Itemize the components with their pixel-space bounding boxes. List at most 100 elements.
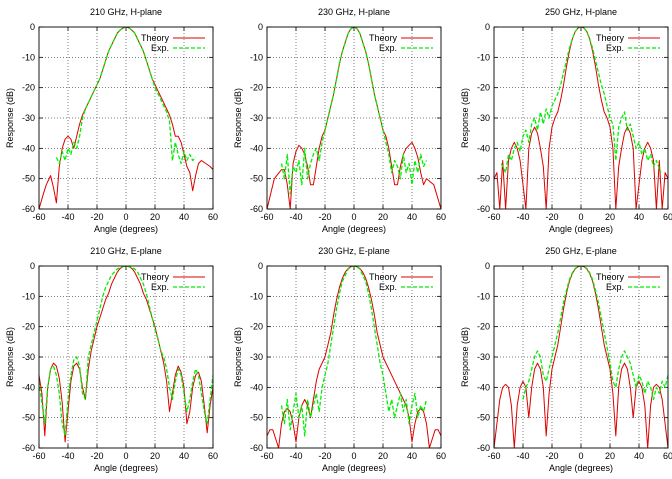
x-tick-label: -40 (289, 212, 302, 222)
legend-label-exp: Exp. (379, 282, 397, 292)
x-axis-label: Angle (degrees) (322, 463, 386, 473)
x-tick-label: -60 (32, 212, 45, 222)
y-tick-label: -20 (477, 83, 490, 93)
series-line-exp (55, 27, 197, 165)
y-tick-label: -50 (477, 174, 490, 184)
y-tick-label: 0 (485, 261, 490, 271)
plot-frame (38, 265, 214, 449)
y-tick-label: -30 (250, 113, 263, 123)
x-tick-label: 0 (123, 212, 128, 222)
x-tick-label: 0 (123, 451, 128, 461)
y-axis-label: Response (dB) (233, 88, 243, 148)
x-tick-label: -60 (487, 451, 500, 461)
x-tick-label: -40 (61, 451, 74, 461)
y-tick-label: -60 (22, 204, 35, 214)
series-line-theory (267, 27, 441, 209)
x-tick-label: 0 (578, 212, 583, 222)
x-tick-label: 60 (663, 212, 672, 222)
y-tick-label: 0 (258, 261, 263, 271)
x-tick-label: -20 (545, 451, 558, 461)
y-tick-label: -30 (22, 352, 35, 362)
plot-frame (266, 265, 442, 449)
plot-frame (266, 26, 442, 210)
y-tick-label: -50 (477, 413, 490, 423)
x-tick-label: 40 (407, 451, 417, 461)
x-tick-label: 40 (179, 212, 189, 222)
plot-frame (493, 265, 669, 449)
x-tick-label: -40 (516, 451, 529, 461)
y-tick-label: -40 (22, 382, 35, 392)
legend-label-theory: Theory (369, 33, 398, 43)
chart-title: 250 GHz, H-plane (545, 7, 617, 17)
chart-title: 210 GHz, H-plane (90, 7, 162, 17)
series-line-theory (39, 266, 213, 443)
legend-label-theory: Theory (141, 33, 170, 43)
x-tick-label: 40 (634, 212, 644, 222)
x-tick-label: 0 (351, 212, 356, 222)
y-tick-label: -60 (477, 443, 490, 453)
x-tick-label: 60 (208, 451, 218, 461)
y-tick-label: 0 (30, 261, 35, 271)
y-axis-label: Response (dB) (460, 88, 470, 148)
chart-title: 210 GHz, E-plane (90, 246, 162, 256)
x-tick-label: -60 (260, 212, 273, 222)
x-tick-label: 60 (436, 451, 446, 461)
y-tick-label: 0 (30, 22, 35, 32)
plot-frame (38, 26, 214, 210)
y-tick-label: -60 (22, 443, 35, 453)
y-tick-label: -60 (250, 443, 263, 453)
y-tick-label: -40 (477, 143, 490, 153)
legend-label-theory: Theory (596, 33, 625, 43)
chart-panel-2: -60 -40 -20 0 20 40 60 0 -10 -20 -30 -40 -50 -60 230 G… (233, 7, 446, 234)
y-tick-label: -50 (250, 174, 263, 184)
x-tick-label: 20 (378, 451, 388, 461)
y-axis-label: Response (dB) (5, 88, 15, 148)
x-tick-label: 40 (634, 451, 644, 461)
y-tick-label: -30 (250, 352, 263, 362)
y-axis-label: Response (dB) (5, 327, 15, 387)
chart-panel-4: -60 -40 -20 0 20 40 60 0 -10 -20 -30 -40 -50 -60 210 G… (5, 246, 218, 473)
y-tick-label: -50 (22, 174, 35, 184)
chart-panel-6: -60 -40 -20 0 20 40 60 0 -10 -20 -30 -40 -50 -60 250 G… (460, 246, 672, 473)
x-tick-label: 60 (663, 451, 672, 461)
x-tick-label: 60 (208, 212, 218, 222)
x-axis-label: Angle (degrees) (549, 463, 613, 473)
x-tick-label: 20 (378, 212, 388, 222)
y-tick-label: -10 (22, 291, 35, 301)
y-tick-label: -20 (22, 322, 35, 332)
y-tick-label: -30 (477, 352, 490, 362)
y-axis-label: Response (dB) (460, 327, 470, 387)
legend-label-exp: Exp. (151, 43, 169, 53)
y-tick-label: -10 (250, 291, 263, 301)
x-tick-label: -40 (289, 451, 302, 461)
series-line-exp (500, 27, 662, 174)
y-tick-label: 0 (485, 22, 490, 32)
x-tick-label: -20 (545, 212, 558, 222)
y-tick-label: -40 (250, 382, 263, 392)
x-tick-label: -40 (516, 212, 529, 222)
plot-frame (493, 26, 669, 210)
x-tick-label: -60 (260, 451, 273, 461)
chart-panel-5: -60 -40 -20 0 20 40 60 0 -10 -20 -30 -40 -50 -60 230 G… (233, 246, 446, 473)
series-line-theory (39, 27, 213, 209)
x-axis-label: Angle (degrees) (549, 224, 613, 234)
series-line-theory (494, 27, 668, 209)
x-tick-label: 20 (605, 451, 615, 461)
series-line-exp (39, 266, 213, 437)
y-tick-label: -10 (477, 52, 490, 62)
series-line-exp (280, 266, 428, 437)
x-tick-label: 20 (150, 451, 160, 461)
legend-label-exp: Exp. (606, 282, 624, 292)
chart-title: 230 GHz, H-plane (318, 7, 390, 17)
y-tick-label: -20 (250, 83, 263, 93)
y-tick-label: -20 (250, 322, 263, 332)
x-tick-label: -20 (90, 212, 103, 222)
legend-label-exp: Exp. (606, 43, 624, 53)
